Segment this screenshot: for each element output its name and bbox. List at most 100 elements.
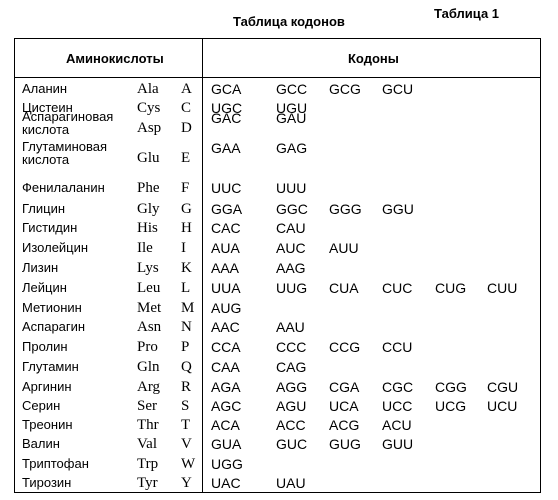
codon: UUA [211,280,241,296]
codon: GGG [329,201,362,217]
one-letter-code: C [181,100,191,116]
codon: UUG [276,280,307,296]
three-letter-code: Leu [137,280,160,296]
amino-acid-name: Аспарагиновая кислота [22,110,113,136]
column-divider [202,38,203,493]
codon: ACA [211,417,240,433]
codon: GGU [382,201,414,217]
one-letter-code: M [181,300,194,316]
amino-acid-name: Триптофан [22,457,89,470]
header-amino-acids: Аминокислоты [66,51,164,66]
three-letter-code: Ser [137,398,157,414]
codon: CAC [211,220,241,236]
amino-acid-name: Лейцин [22,281,67,294]
codon: GUA [211,436,241,452]
three-letter-code: Arg [137,379,160,395]
codon: CUG [435,280,466,296]
codon: GCC [276,81,307,97]
codon: GAC [211,110,241,126]
amino-acid-name: Лизин [22,261,58,274]
codon: CUU [487,280,517,296]
codon: AGC [211,398,241,414]
amino-acid-name: Аланин [22,82,67,95]
codon: GUU [382,436,413,452]
amino-acid-name: Глицин [22,202,65,215]
codon: CGC [382,379,413,395]
one-letter-code: E [181,150,190,166]
one-letter-code: T [181,417,190,433]
codon: AUG [211,300,241,316]
codon: UUC [211,180,241,196]
table-number-label: Таблица 1 [434,6,499,21]
codon: AAG [276,260,306,276]
one-letter-code: K [181,260,192,276]
codon: GGC [276,201,308,217]
codon: AUA [211,240,240,256]
one-letter-code: W [181,456,195,472]
one-letter-code: P [181,339,189,355]
amino-acid-name: Валин [22,437,60,450]
codon: CGA [329,379,359,395]
one-letter-code: F [181,180,189,196]
codon: UUU [276,180,306,196]
one-letter-code: G [181,201,192,217]
one-letter-code: R [181,379,191,395]
three-letter-code: Ile [137,240,153,256]
amino-acid-name: Аргинин [22,380,72,393]
amino-acid-name: Треонин [22,418,73,431]
three-letter-code: Lys [137,260,159,276]
amino-acid-name: Тирозин [22,476,71,489]
codon: CCC [276,339,306,355]
codon: ACG [329,417,359,433]
header-divider [14,77,541,78]
codon: CUA [329,280,359,296]
one-letter-code: N [181,319,192,335]
codon: CUC [382,280,412,296]
codon: AAA [211,260,239,276]
one-letter-code: S [181,398,189,414]
codon: GCA [211,81,241,97]
amino-acid-name: Аспарагин [22,320,85,333]
three-letter-code: Glu [137,150,160,166]
codon: UCA [329,398,359,414]
one-letter-code: I [181,240,186,256]
three-letter-code: Asp [137,120,161,136]
codon: GCG [329,81,361,97]
codon: CAG [276,359,306,375]
codon: AGU [276,398,306,414]
three-letter-code: Phe [137,180,160,196]
three-letter-code: Ala [137,81,159,97]
amino-acid-name: Фенилаланин [22,181,105,194]
three-letter-code: Pro [137,339,158,355]
table-title: Таблица кодонов [233,14,345,29]
codon: GAU [276,110,306,126]
codon: UCU [487,398,517,414]
three-letter-code: Asn [137,319,161,335]
codon: AUC [276,240,306,256]
codon: AUU [329,240,359,256]
codon: CCA [211,339,241,355]
amino-acid-name: Глутамин [22,360,79,373]
codon: CCG [329,339,360,355]
codon: UGG [211,456,243,472]
three-letter-code: His [137,220,158,236]
codon: GAA [211,140,241,156]
three-letter-code: Thr [137,417,159,433]
codon: GUG [329,436,361,452]
codon: GGA [211,201,242,217]
codon: ACU [382,417,412,433]
amino-acid-name: Глутаминовая кислота [22,140,107,166]
codon: AAC [211,319,240,335]
codon: CGU [487,379,518,395]
codon: AAU [276,319,305,335]
codon: CCU [382,339,412,355]
header-codons: Кодоны [348,51,399,66]
codon: UAC [211,475,241,491]
one-letter-code: V [181,436,192,452]
codon: GCU [382,81,413,97]
amino-acid-name: Метионин [22,301,82,314]
three-letter-code: Tyr [137,475,158,491]
three-letter-code: Cys [137,100,160,116]
three-letter-code: Met [137,300,161,316]
amino-acid-name: Серин [22,399,60,412]
